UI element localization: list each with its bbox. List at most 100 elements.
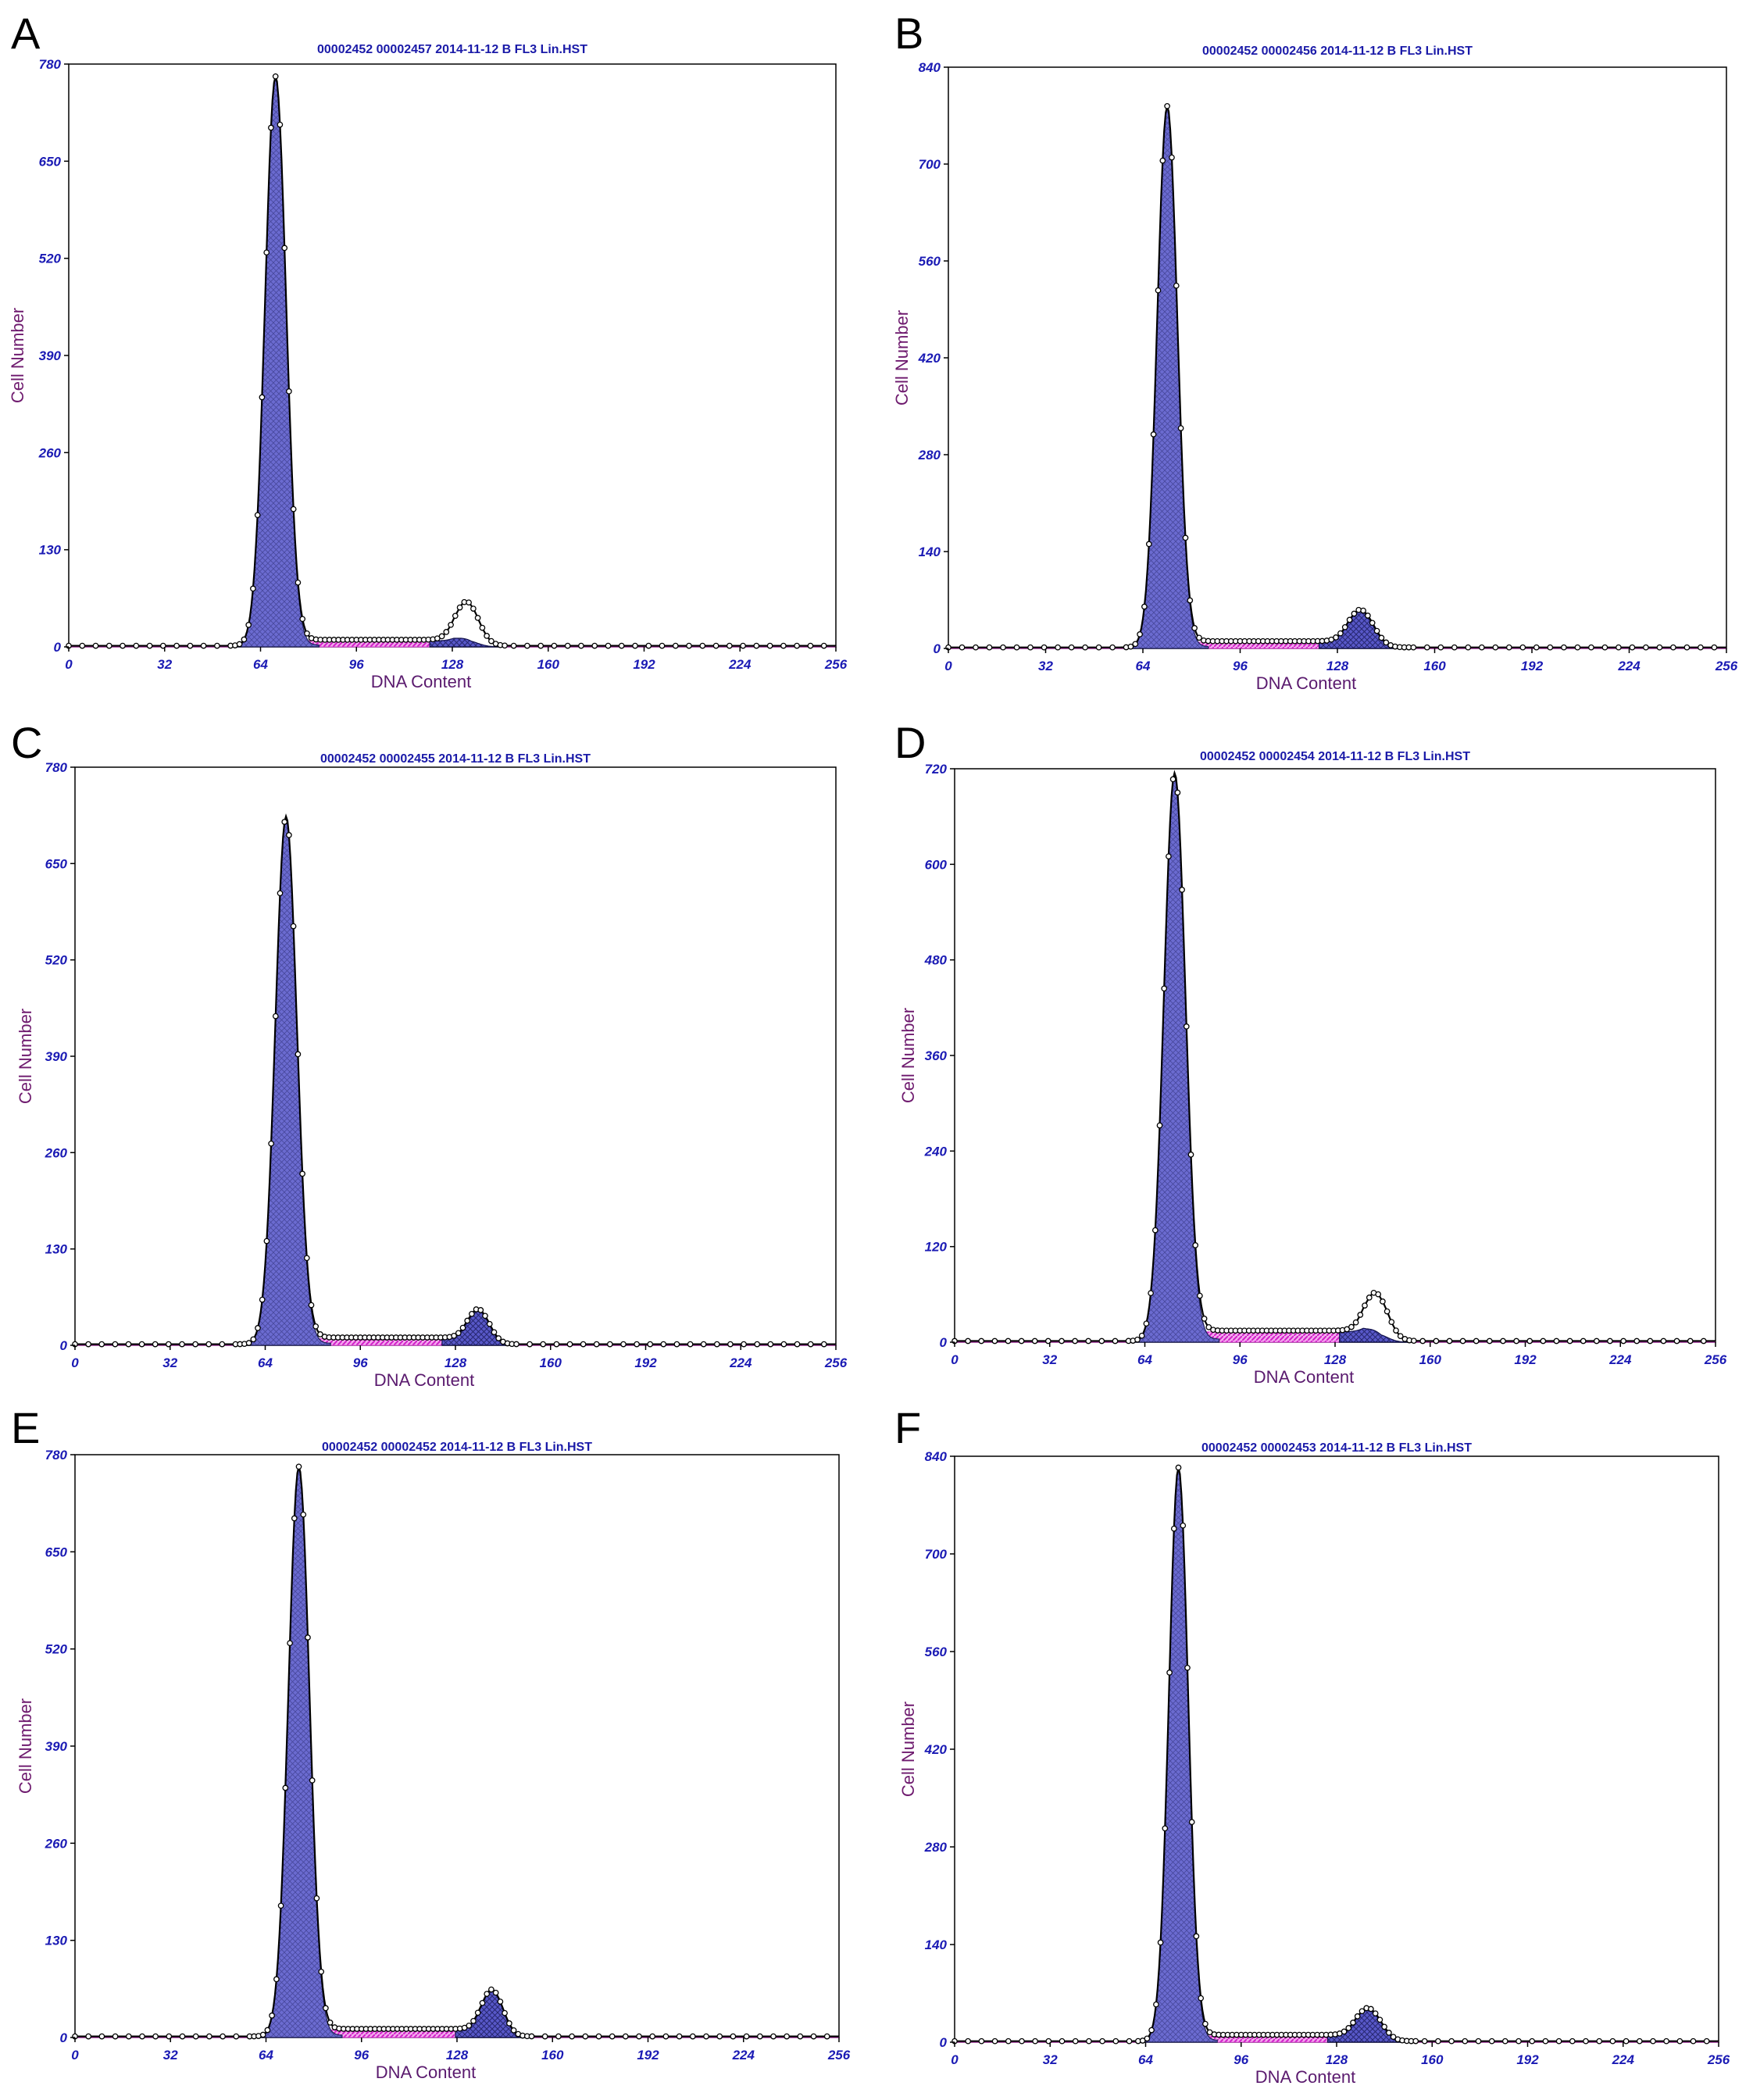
plot-frame-d	[954, 768, 1716, 1343]
histogram-point	[1177, 425, 1184, 431]
histogram-point	[1095, 644, 1102, 651]
plot-frame-a	[68, 63, 837, 648]
histogram-point	[1085, 1338, 1092, 1345]
plot-frame-f	[954, 1455, 1719, 2043]
histogram-point	[1609, 2038, 1616, 2045]
histogram-point	[618, 642, 625, 649]
histogram-point	[452, 612, 459, 620]
y-tick-label: 140	[919, 545, 941, 559]
histogram-point	[513, 1341, 519, 1348]
histogram-point	[1412, 2038, 1419, 2045]
y-tick-label: 130	[45, 1934, 68, 1948]
x-tick-label: 224	[1617, 659, 1641, 673]
histogram-point	[1386, 2030, 1392, 2036]
y-tick-label: 240	[924, 1144, 948, 1159]
histogram-point	[254, 512, 261, 519]
histogram-markers-e	[72, 1463, 830, 2040]
histogram-point	[1352, 1319, 1359, 1326]
y-tick-label: 840	[919, 60, 941, 75]
histogram-point	[726, 642, 733, 649]
histogram-point	[1183, 1023, 1190, 1030]
histogram-point	[1383, 1308, 1391, 1315]
histogram-point	[220, 2033, 226, 2040]
histogram-point	[268, 1140, 274, 1147]
histogram-point	[1005, 2038, 1012, 2045]
histogram-point	[1166, 1670, 1173, 1676]
histogram-point	[537, 642, 544, 649]
histogram-point	[1547, 644, 1554, 651]
histogram-point	[973, 644, 979, 651]
histogram-point	[206, 2033, 212, 2040]
histogram-point	[1700, 1338, 1707, 1345]
histogram-point	[1629, 644, 1636, 651]
histogram-point	[313, 1895, 320, 1902]
histogram-point	[1380, 1298, 1386, 1305]
histogram-point	[1381, 2023, 1387, 2030]
histogram-point	[1072, 1338, 1078, 1345]
histogram-point	[488, 1986, 494, 1993]
histogram-point	[1433, 1338, 1440, 1345]
panel-d: D 00002452 00002454 2014-11-12 B FL3 Lin.…	[894, 718, 1727, 1387]
y-tick-label: 420	[924, 1742, 948, 1757]
histogram-point	[263, 249, 270, 256]
histogram-point	[1690, 2038, 1697, 2045]
histogram-point	[1156, 1122, 1163, 1129]
x-tick-label: 224	[1612, 2052, 1635, 2067]
histogram-point	[299, 1170, 305, 1177]
histogram-point	[1013, 644, 1020, 651]
histogram-point	[1410, 1338, 1417, 1345]
histogram-point	[991, 1338, 998, 1345]
histogram-point	[459, 1324, 466, 1331]
histogram-point	[327, 2020, 334, 2026]
histogram-point	[1031, 1338, 1038, 1345]
histogram-point	[502, 2009, 508, 2016]
histogram-point	[1109, 644, 1116, 651]
histogram-point	[1623, 2038, 1630, 2045]
histogram-point	[1134, 1336, 1141, 1343]
histogram-point	[133, 642, 140, 649]
histogram-point	[1516, 2038, 1522, 2045]
histogram-point	[479, 624, 486, 631]
histogram-point	[566, 1341, 573, 1348]
histogram-point	[636, 2033, 642, 2040]
histogram-point	[965, 1338, 971, 1345]
histogram-point	[1390, 2034, 1397, 2041]
histogram-point	[1451, 644, 1458, 651]
histogram-point	[1333, 634, 1339, 641]
histogram-point	[269, 2012, 275, 2019]
chart-title-c: 00002452 00002455 2014-11-12 B FL3 Lin.H…	[320, 752, 591, 766]
x-tick-label: 160	[1423, 659, 1446, 673]
histogram-point	[286, 832, 292, 838]
histogram-point	[740, 642, 746, 649]
y-tick-label: 780	[45, 760, 68, 775]
histogram-point	[273, 1976, 280, 1983]
histogram-point	[295, 1051, 302, 1058]
histogram-point	[716, 2033, 723, 2040]
histogram-point	[959, 644, 966, 651]
histogram-point	[647, 1341, 654, 1348]
chart-title-e: 00002452 00002452 2014-11-12 B FL3 Lin.H…	[322, 1441, 592, 1454]
histogram-point	[673, 1341, 680, 1348]
histogram-point	[1711, 644, 1718, 651]
y-tick-label: 700	[919, 157, 941, 172]
histogram-point	[281, 819, 288, 825]
histogram-point	[578, 642, 584, 649]
histogram-point	[192, 1341, 198, 1348]
histogram-point	[569, 2033, 575, 2040]
histogram-point	[290, 923, 297, 930]
histogram-point	[152, 2033, 159, 2040]
histogram-point	[1459, 1338, 1466, 1345]
histogram-point	[1372, 2010, 1379, 2017]
histogram-point	[1462, 2038, 1469, 2045]
histogram-point	[1348, 1323, 1355, 1330]
histogram-markers-a	[66, 73, 827, 649]
x-tick-label: 96	[1234, 2052, 1248, 2067]
histogram-point	[1369, 620, 1376, 627]
histogram-point	[780, 1341, 787, 1348]
x-tick-label: 128	[446, 2048, 469, 2062]
histogram-point	[125, 2033, 132, 2040]
histogram-point	[649, 2033, 656, 2040]
histogram-point	[105, 642, 112, 649]
histogram-point	[85, 2033, 92, 2040]
histogram-point	[241, 636, 248, 643]
